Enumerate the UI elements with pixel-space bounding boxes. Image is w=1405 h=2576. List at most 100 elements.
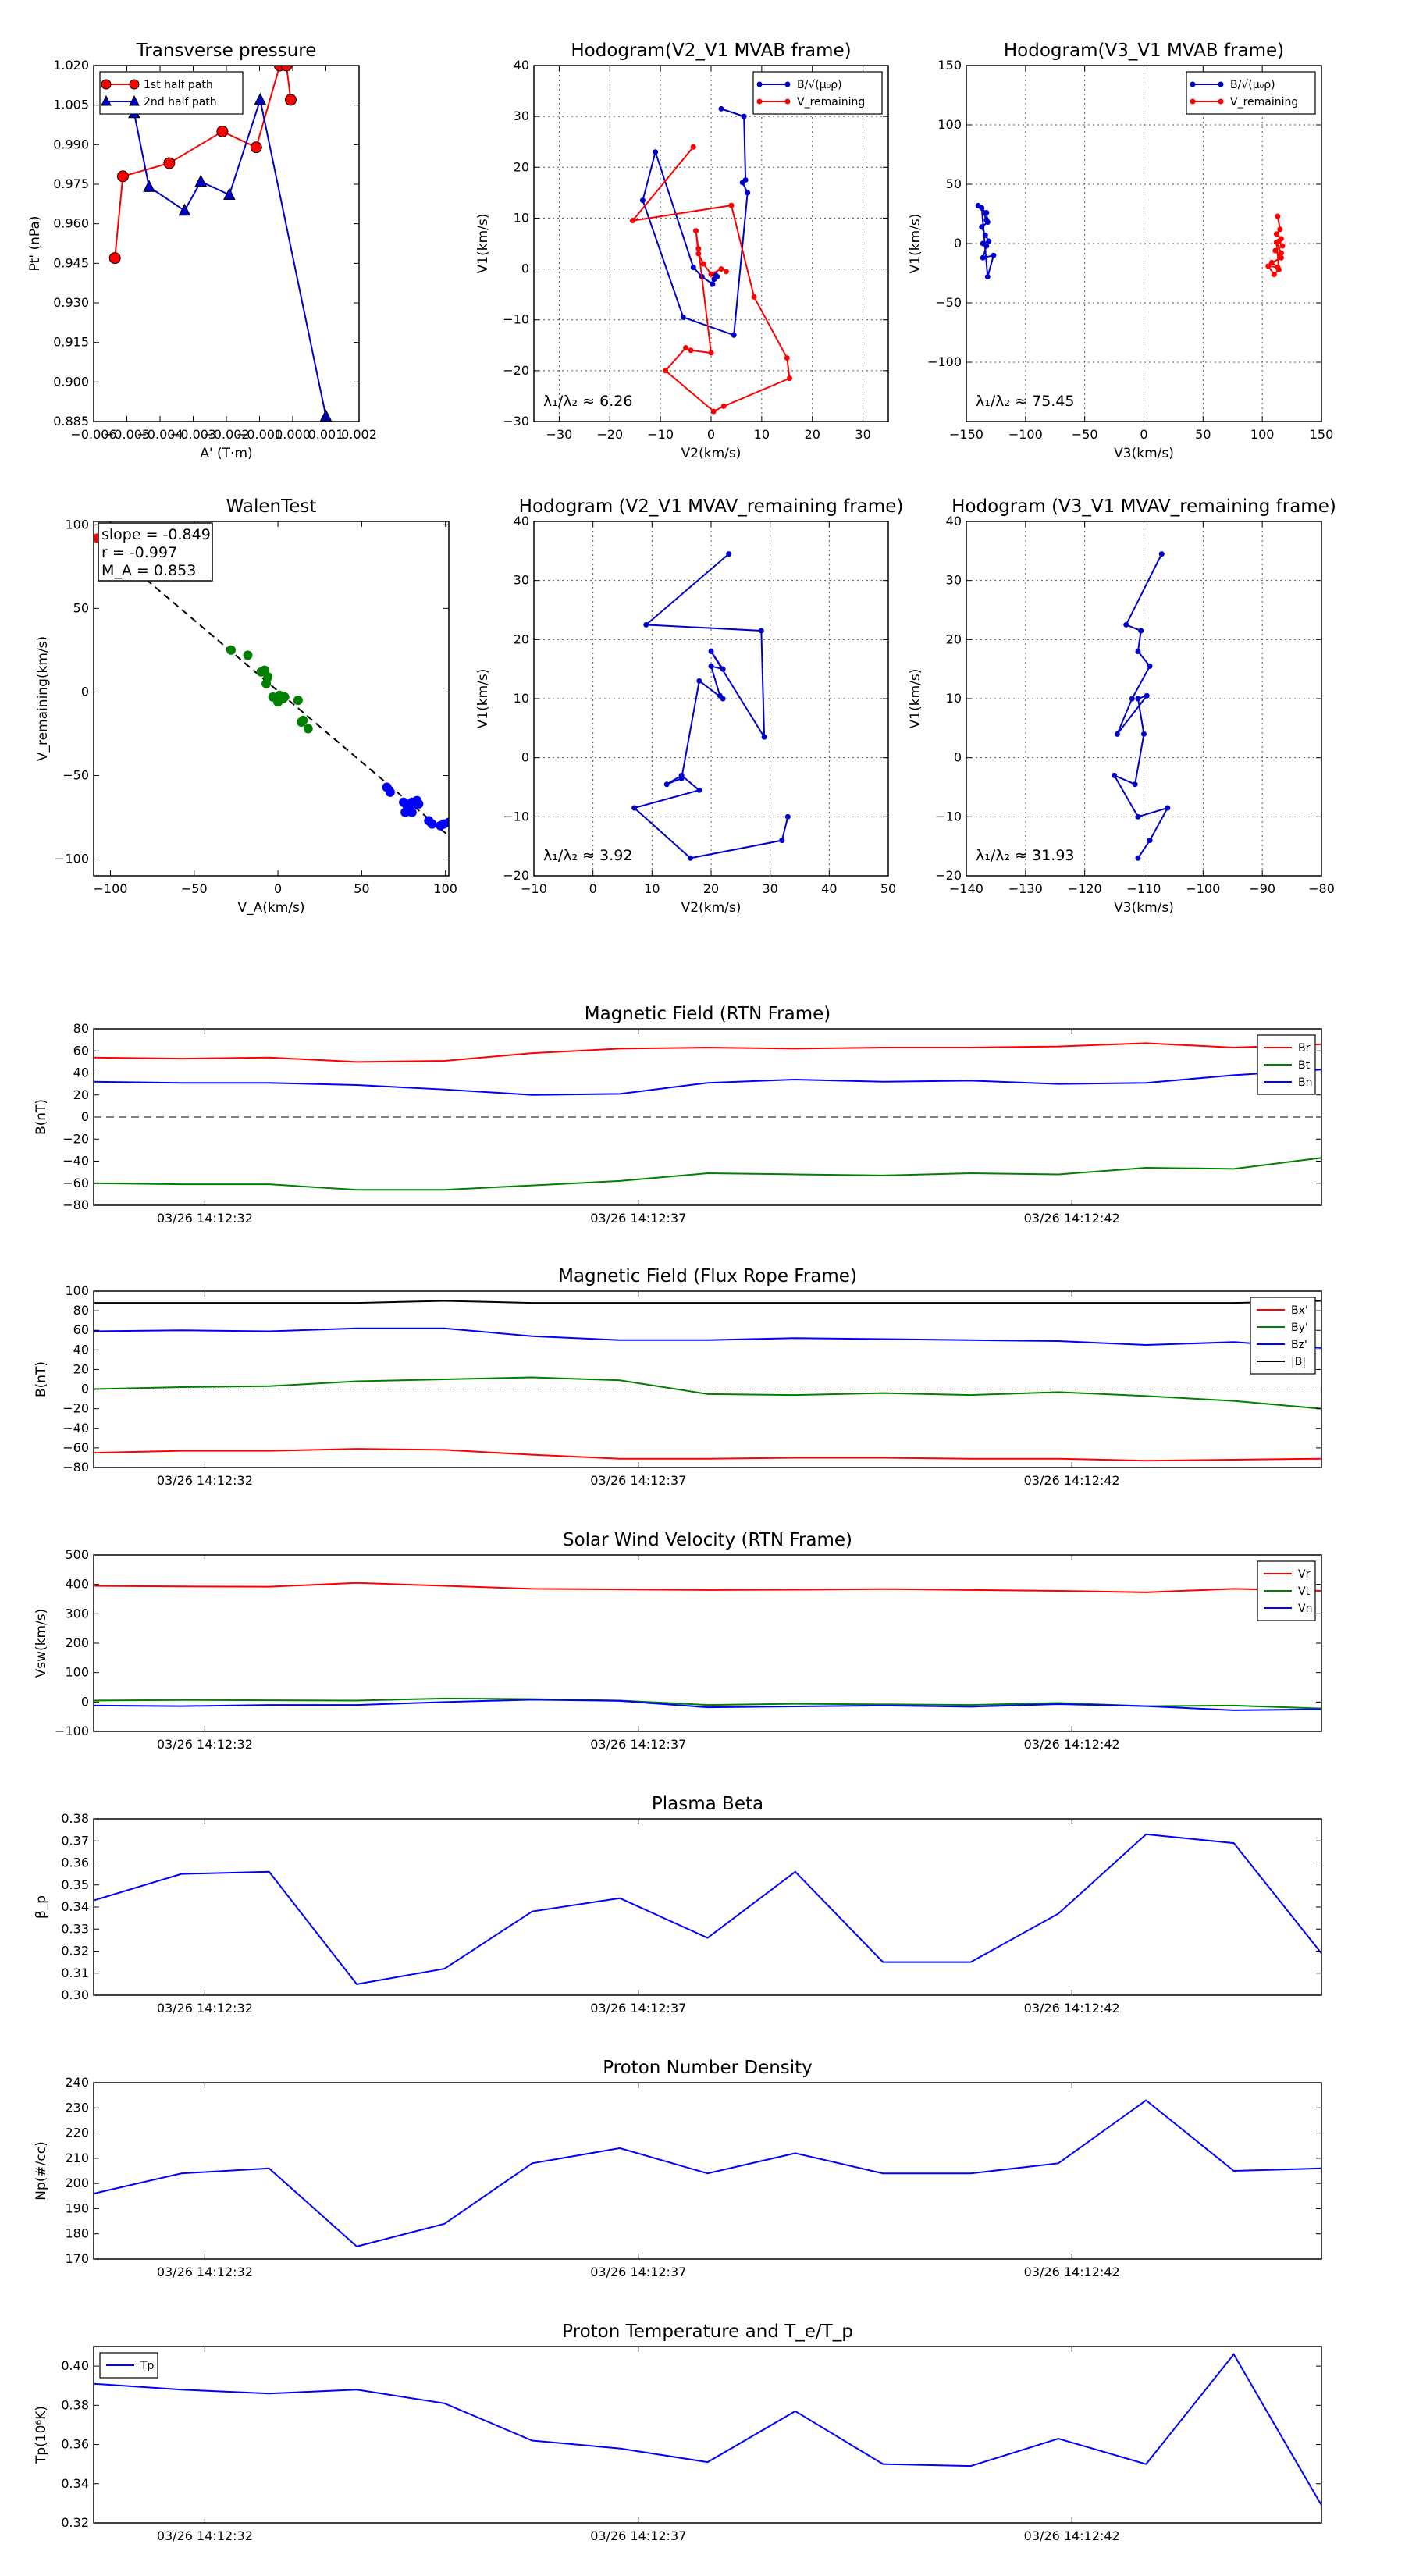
data-point — [693, 228, 699, 234]
y-tick-label: 0.33 — [61, 1921, 89, 1936]
legend-label: Bz' — [1291, 1339, 1307, 1351]
data-point — [178, 203, 191, 216]
y-tick-label: 0 — [81, 1109, 89, 1124]
data-point — [427, 819, 437, 829]
y-tick-label: 0.32 — [61, 2515, 89, 2530]
series-|B| — [94, 1300, 1322, 1304]
x-tick-label: −0.005 — [104, 427, 150, 442]
y-tick-label: −20 — [503, 363, 529, 378]
y-axis-label: β_p — [34, 1895, 49, 1919]
fit-line — [109, 548, 449, 837]
data-point — [101, 94, 112, 106]
legend-label: Vr — [1298, 1568, 1311, 1581]
legend-box — [1186, 71, 1316, 115]
series-V — [1112, 551, 1171, 861]
data-point — [751, 294, 757, 300]
solar-wind-velocity-chart: Solar Wind Velocity (RTN Frame) 03/26 14:… — [34, 1530, 1322, 1752]
data-point — [784, 355, 790, 361]
y-tick-label: 0 — [521, 750, 529, 765]
plot-frame — [93, 2346, 1322, 2524]
y-tick-label: 0 — [954, 750, 962, 765]
y-tick-label: 80 — [73, 1021, 89, 1036]
x-axis-label: V_A(km/s) — [237, 900, 304, 916]
y-tick-label: 0 — [81, 1382, 89, 1397]
legend: B/√(μ₀ρ) V_remaining — [752, 71, 883, 115]
data-point — [756, 98, 763, 105]
x-tick-label: −140 — [949, 881, 984, 896]
data-point — [784, 98, 791, 105]
y-axis-label: Tp(10⁶K) — [34, 2406, 49, 2464]
legend-label: 1st half path — [144, 79, 213, 91]
y-tick-label: 0.38 — [61, 2397, 89, 2412]
series-V — [631, 551, 791, 861]
series-By' — [93, 1376, 1322, 1410]
series-Bt — [93, 1157, 1322, 1191]
x-axis-label: V2(km/s) — [681, 900, 742, 916]
y-tick-label: 10 — [514, 691, 529, 706]
y-tick-label: 170 — [65, 2251, 89, 2266]
x-tick-label: −30 — [546, 427, 573, 442]
y-tick-label: 40 — [514, 514, 529, 528]
y-axis-label: Pt' (nPa) — [27, 216, 43, 272]
legend-label: Br — [1298, 1042, 1311, 1055]
data-point — [708, 663, 714, 669]
x-tick-label: 03/26 14:12:37 — [590, 1473, 686, 1488]
y-tick-label: −10 — [503, 312, 529, 327]
y-tick-label: 0.915 — [53, 335, 89, 350]
y-axis-label: V1(km/s) — [908, 214, 923, 274]
series-beta — [93, 1833, 1322, 1985]
stats-slope: slope = -0.849 — [101, 526, 211, 543]
series-Vn — [93, 1699, 1322, 1711]
x-tick-label: 03/26 14:12:37 — [590, 1737, 686, 1752]
data-point — [1135, 855, 1141, 861]
x-tick-label: 0 — [1140, 427, 1147, 442]
data-point — [273, 697, 283, 707]
x-tick-label: −50 — [1072, 427, 1098, 442]
x-tick-label: 03/26 14:12:42 — [1024, 1737, 1120, 1752]
y-tick-label: 10 — [514, 210, 529, 225]
x-tick-label: 03/26 14:12:42 — [1024, 1473, 1120, 1488]
legend-label: Bx' — [1291, 1304, 1308, 1317]
data-point — [444, 817, 449, 827]
data-point — [986, 238, 992, 244]
x-tick-label: 03/26 14:12:42 — [1024, 2265, 1120, 2279]
chart-title: Solar Wind Velocity (RTN Frame) — [563, 1530, 852, 1550]
y-tick-label: 0.30 — [61, 1987, 89, 2002]
x-tick-label: −0.006 — [70, 427, 116, 442]
eigenvalue-ratio: λ₁/λ₂ ≈ 31.93 — [976, 847, 1075, 864]
y-tick-label: −20 — [503, 868, 529, 883]
legend-label: Vn — [1298, 1603, 1312, 1615]
y-tick-label: 0.34 — [61, 1899, 89, 1914]
y-tick-label: 30 — [514, 109, 529, 123]
x-tick-label: −20 — [596, 427, 623, 442]
data-point — [1272, 247, 1279, 254]
y-axis-label: Vsw(km/s) — [34, 1609, 49, 1678]
data-point — [761, 734, 767, 740]
legend-label: Tp — [140, 2360, 155, 2372]
x-tick-label: −110 — [1127, 881, 1161, 896]
data-point — [284, 94, 297, 106]
legend-label: B/√(μ₀ρ) — [797, 79, 842, 91]
chart-title: Hodogram(V2_V1 MVAB frame) — [571, 41, 851, 61]
data-point — [1112, 772, 1118, 778]
y-axis-label: B(nT) — [34, 1099, 49, 1135]
data-point — [116, 170, 129, 183]
chart-title: WalenTest — [226, 496, 317, 517]
y-tick-label: 20 — [514, 159, 529, 174]
series-Vr — [93, 1582, 1322, 1593]
y-tick-label: 40 — [73, 1066, 89, 1080]
y-tick-label: 60 — [73, 1322, 89, 1337]
legend: 1st half path 2nd half path — [99, 71, 244, 115]
legend-box — [99, 71, 244, 115]
data-point — [1141, 731, 1147, 737]
data-point — [718, 266, 724, 272]
series-line — [133, 97, 327, 417]
data-point — [982, 232, 988, 238]
data-point — [758, 628, 764, 634]
data-point — [1135, 648, 1141, 654]
y-tick-label: 500 — [65, 1547, 89, 1562]
data-point — [1218, 81, 1224, 87]
legend-label: V_remaining — [797, 96, 865, 109]
data-point — [194, 174, 208, 187]
data-point — [708, 271, 714, 277]
